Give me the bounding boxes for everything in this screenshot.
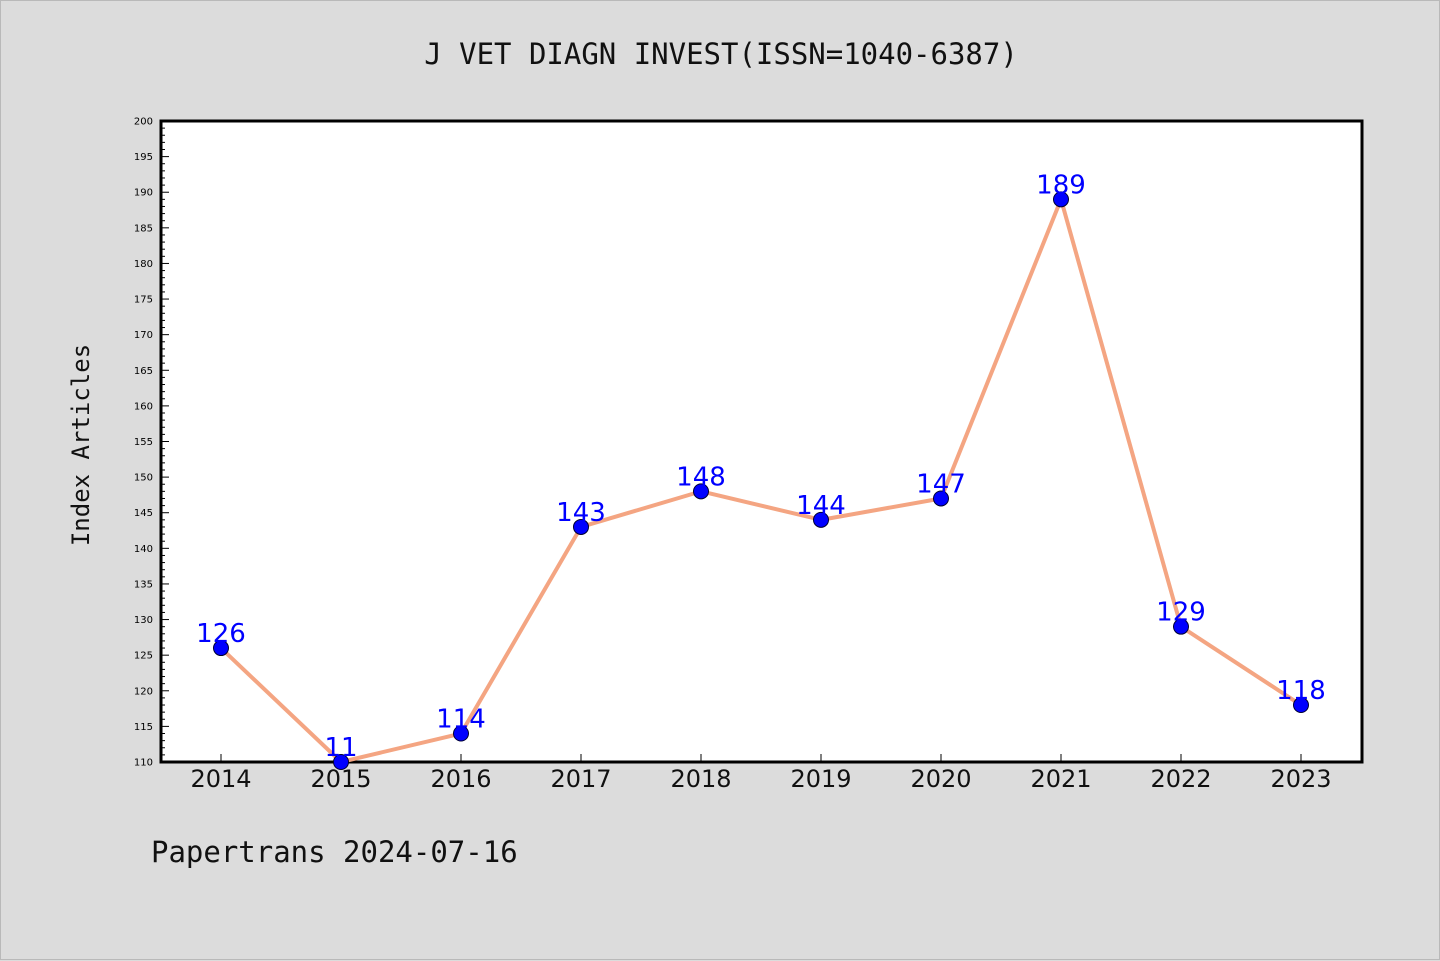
footer-source-date: Papertrans 2024-07-16 <box>151 835 518 869</box>
y-tick-label: 115 <box>134 722 153 733</box>
y-tick-label: 135 <box>134 579 153 590</box>
plot-area <box>159 119 1364 764</box>
data-label: 118 <box>1276 676 1326 706</box>
data-point <box>213 640 229 657</box>
data-label: 126 <box>196 619 246 649</box>
data-label: 114 <box>436 705 486 735</box>
data-point <box>1053 191 1069 208</box>
data-label: 129 <box>1156 598 1206 628</box>
y-tick-label: 125 <box>134 651 153 662</box>
y-tick-label: 175 <box>134 295 153 306</box>
y-axis-ticks: 110 115 120 125 130 135 140 145 150 155 160 165 170 1… <box>134 117 169 769</box>
x-tick-label: 2019 <box>790 765 851 793</box>
y-tick-label: 120 <box>134 686 153 697</box>
y-tick-label: 185 <box>134 223 153 234</box>
y-tick-label: 170 <box>134 330 153 341</box>
data-label: 144 <box>796 491 846 521</box>
data-point <box>573 518 589 535</box>
x-tick-label: 2017 <box>550 765 611 793</box>
y-tick-label: 200 <box>134 117 153 128</box>
y-tick-label: 145 <box>134 508 153 519</box>
chart-title: J VET DIAGN INVEST(ISSN=1040-6387) <box>424 37 1018 71</box>
y-tick-label: 195 <box>134 152 153 163</box>
data-point <box>333 754 349 770</box>
y-tick-label: 165 <box>134 366 153 377</box>
data-label: 143 <box>556 498 606 528</box>
data-point <box>933 490 949 507</box>
y-tick-label: 155 <box>134 437 153 448</box>
x-tick-label: 2018 <box>670 765 731 793</box>
x-tick-label: 2022 <box>1150 765 1211 793</box>
x-tick-label: 2020 <box>910 765 971 793</box>
data-point <box>1293 697 1309 714</box>
x-tick-label: 2016 <box>430 765 491 793</box>
y-tick-label: 110 <box>134 758 153 769</box>
y-tick-label: 130 <box>134 615 153 626</box>
data-label: 147 <box>916 469 966 499</box>
data-label: 189 <box>1036 170 1086 200</box>
x-axis-ticks: 2014 2015 2016 2017 2018 2019 2020 2021 2022 2023 <box>190 754 1332 793</box>
data-label: 148 <box>676 462 726 492</box>
x-tick-label: 2023 <box>1270 765 1331 793</box>
y-tick-label: 150 <box>134 473 153 484</box>
data-point <box>1173 618 1189 635</box>
data-point <box>813 511 829 528</box>
data-point <box>453 725 469 742</box>
data-label: 11 <box>324 733 357 763</box>
y-tick-label: 180 <box>134 259 153 270</box>
y-tick-label: 160 <box>134 401 153 412</box>
series: 126 11 114 143 148 144 147 189 129 118 <box>196 170 1326 770</box>
series-line <box>219 197 1303 764</box>
y-tick-label: 140 <box>134 544 153 555</box>
x-tick-label: 2014 <box>190 765 251 793</box>
data-point <box>693 483 709 500</box>
x-tick-label: 2021 <box>1030 765 1091 793</box>
y-tick-label: 190 <box>134 188 153 199</box>
